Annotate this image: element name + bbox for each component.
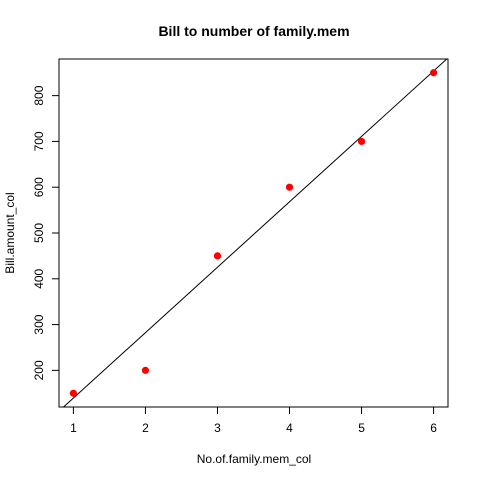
data-point [141,366,150,374]
x-tick-label: 4 [286,421,293,435]
y-tick-label: 300 [32,314,46,334]
x-axis: 1 2 3 4 5 6 [70,407,437,435]
regression-line [63,58,448,408]
y-tick-label: 700 [32,131,46,151]
y-tick-label: 400 [32,268,46,288]
x-tick-label: 5 [358,421,365,435]
y-tick-label: 200 [32,360,46,380]
regression-line-group [63,58,448,408]
x-tick-label: 6 [430,421,437,435]
data-points [69,69,438,397]
data-point [357,137,366,146]
data-point [69,389,78,397]
y-tick-label: 800 [32,85,46,105]
y-tick-label: 500 [32,223,46,243]
data-point [429,69,438,77]
y-axis: 200 300 400 500 600 700 800 [32,85,59,380]
x-tick-label: 1 [70,421,77,435]
x-axis-label: No.of.family.mem_col [197,452,311,466]
x-tick-label: 3 [214,421,221,435]
chart-title: Bill to number of family.mem [158,23,349,39]
data-point [285,183,294,191]
y-tick-label: 600 [32,177,46,197]
data-point [213,252,222,260]
x-tick-label: 2 [142,421,149,435]
y-axis-label: Bill.amount_col [3,192,17,273]
